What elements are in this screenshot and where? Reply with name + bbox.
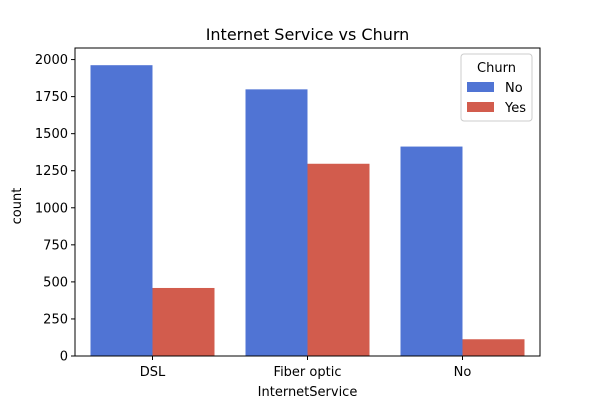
- bars-layer: [90, 65, 525, 357]
- legend-title: Churn: [477, 61, 516, 76]
- x-tick-label: Fiber optic: [274, 365, 342, 380]
- chart-title: Internet Service vs Churn: [206, 25, 410, 44]
- y-tick-label: 1250: [35, 164, 68, 179]
- bar-no-yes: [462, 339, 525, 356]
- y-tick-label: 750: [43, 238, 68, 253]
- y-axis-label: count: [10, 188, 25, 225]
- bar-dsl-no: [90, 65, 153, 357]
- legend-label-yes: Yes: [504, 101, 526, 116]
- y-tick-label: 0: [60, 350, 68, 365]
- x-axis: DSL Fiber optic No: [140, 356, 472, 380]
- y-tick-label: 500: [43, 275, 68, 290]
- legend-swatch-no: [467, 82, 494, 92]
- y-tick-label: 1750: [35, 90, 68, 105]
- bar-dsl-yes: [152, 287, 215, 356]
- y-tick-label: 1000: [35, 201, 68, 216]
- x-axis-label: InternetService: [258, 385, 358, 400]
- legend-swatch-yes: [467, 102, 494, 112]
- y-tick-label: 250: [43, 312, 68, 327]
- bar-fiber-optic-yes: [307, 163, 370, 356]
- x-tick-label: No: [454, 365, 472, 380]
- legend-label-no: No: [505, 81, 523, 96]
- y-tick-label: 1500: [35, 127, 68, 142]
- y-axis: 0 250 500 750 1000 1250 1500 1750 2000: [35, 53, 75, 365]
- legend: Churn No Yes: [460, 53, 533, 122]
- bar-fiber-optic-no: [245, 89, 308, 357]
- bar-no-no: [400, 146, 463, 356]
- x-tick-label: DSL: [140, 365, 166, 380]
- y-tick-label: 2000: [35, 53, 68, 68]
